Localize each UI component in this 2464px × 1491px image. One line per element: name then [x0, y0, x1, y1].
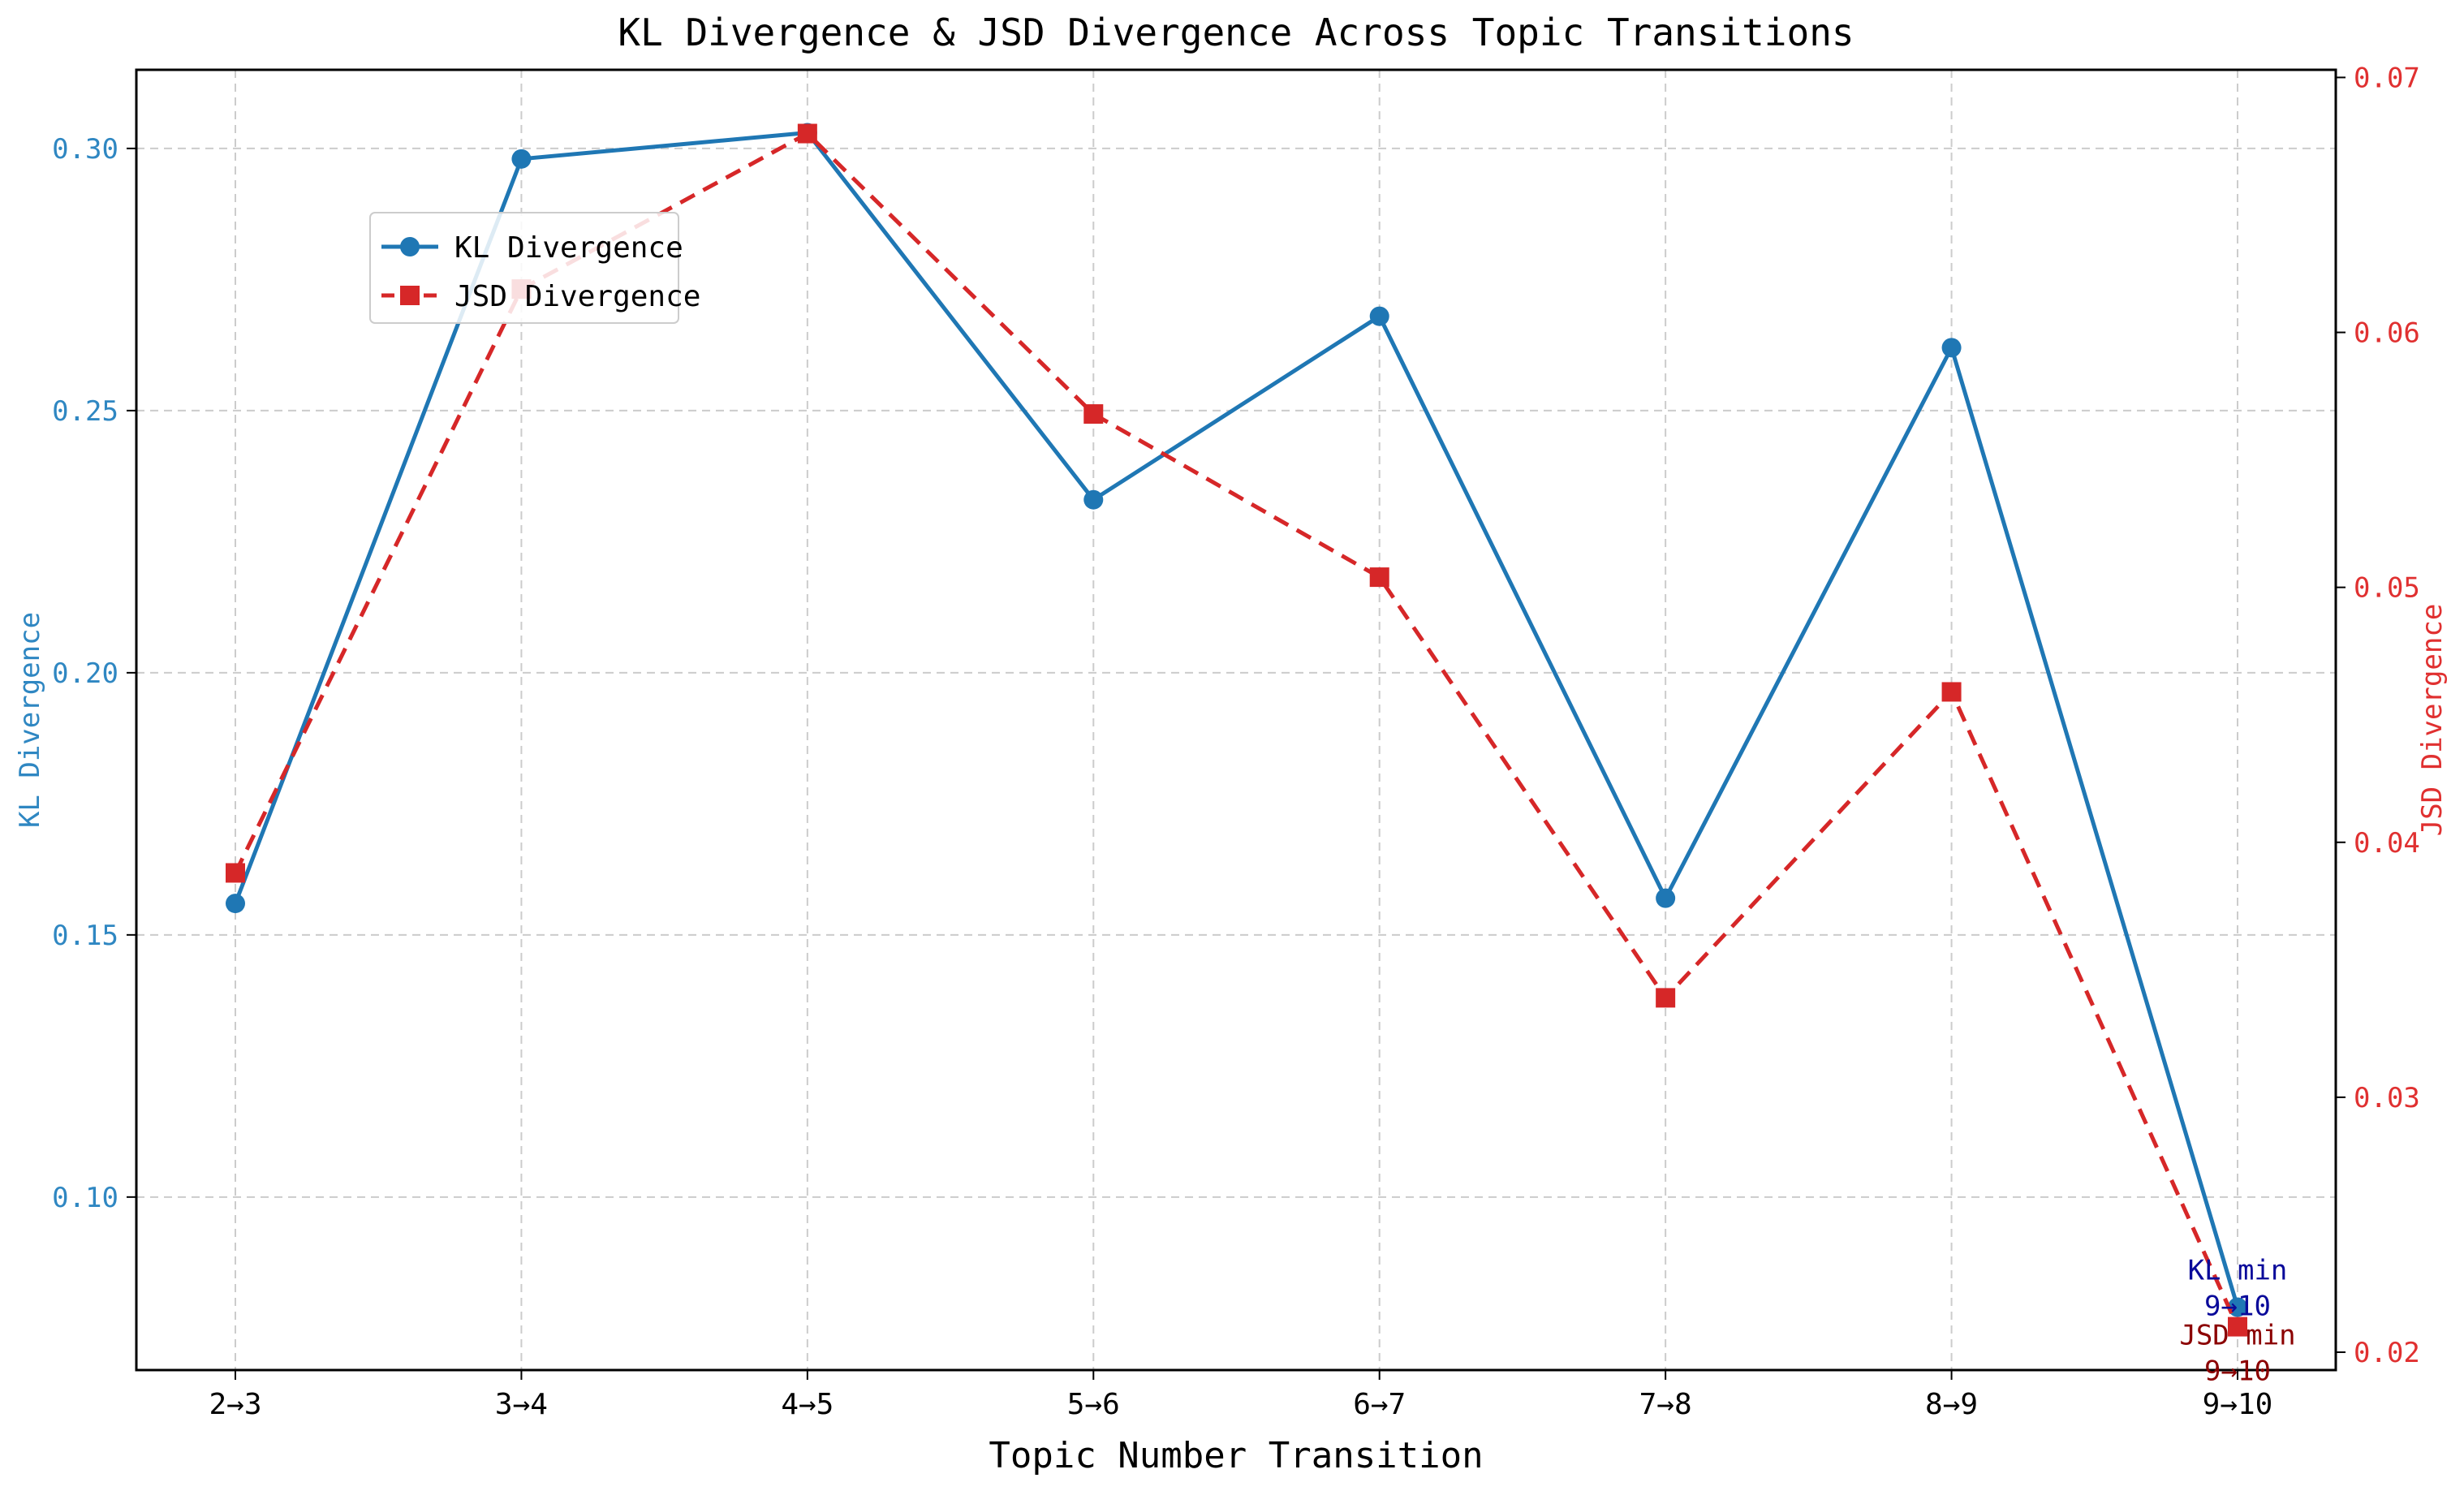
jsd-data-point [1369, 567, 1389, 588]
legend-marker [400, 237, 420, 256]
kl-data-point [1083, 489, 1104, 510]
kl-data-point [226, 894, 245, 914]
legend-label: JSD Divergence [454, 280, 700, 313]
annotation-label: KL min [2188, 1254, 2288, 1286]
x-tick-label: 8→9 [1925, 1388, 1978, 1421]
axis-layer: 2→3 3→4 4→5 5→6 6→7 7→8 8→9 9→10 0.10 0.15 0.20 0.2… [52, 62, 2420, 1421]
legend: KL Divergence JSD Divergence [369, 212, 700, 324]
y-axis-label-right: JSD Divergence [2416, 604, 2449, 837]
y-right-tick-label: 0.02 [2354, 1337, 2420, 1369]
y-right-tick-label: 0.04 [2354, 827, 2420, 860]
x-tick-label: 2→3 [209, 1388, 261, 1421]
grid-layer [136, 70, 2336, 1370]
y-left-tick-label: 0.15 [52, 920, 118, 952]
kl-data-point [1369, 306, 1389, 326]
annotation-label: JSD min [2179, 1320, 2295, 1352]
y-axis-label-left: KL Divergence [14, 612, 46, 828]
x-tick-label: 6→7 [1353, 1388, 1406, 1421]
x-axis-label: Topic Number Transition [989, 1435, 1483, 1476]
x-tick-label: 3→4 [495, 1388, 548, 1421]
jsd-data-point [797, 123, 817, 144]
y-left-tick-label: 0.20 [52, 657, 118, 690]
legend-label: KL Divergence [454, 231, 683, 265]
annotation-label: 9→10 [2204, 1290, 2271, 1322]
plot-frame [135, 68, 2337, 1372]
y-left-tick-label: 0.25 [52, 395, 118, 428]
jsd-data-point [226, 863, 245, 883]
legend-box [369, 212, 679, 324]
series-line-kl [233, 131, 2240, 1308]
x-tick-label: 9→10 [2203, 1388, 2273, 1421]
jsd-data-point [1941, 682, 1962, 702]
y-right-tick-label: 0.03 [2354, 1082, 2420, 1114]
y-right-tick-label: 0.05 [2354, 572, 2420, 605]
x-tick-label: 7→8 [1639, 1388, 1692, 1421]
kl-data-point [1656, 888, 1676, 908]
y-left-tick-label: 0.10 [52, 1182, 118, 1214]
annotation-label: 9→10 [2204, 1355, 2271, 1388]
y-left-tick-label: 0.30 [52, 133, 118, 166]
x-tick-label: 5→6 [1067, 1388, 1120, 1421]
jsd-data-point [2228, 1316, 2247, 1337]
chart-title: KL Divergence & JSD Divergence Across To… [618, 11, 1854, 54]
jsd-data-point [1083, 404, 1104, 424]
jsd-data-point [1656, 988, 1676, 1008]
kl-data-point [1941, 338, 1962, 358]
kl-data-point [511, 149, 532, 169]
legend-marker [400, 286, 420, 305]
y-right-tick-label: 0.06 [2354, 317, 2420, 350]
y-right-tick-label: 0.07 [2354, 62, 2420, 94]
x-tick-label: 4→5 [781, 1388, 834, 1421]
